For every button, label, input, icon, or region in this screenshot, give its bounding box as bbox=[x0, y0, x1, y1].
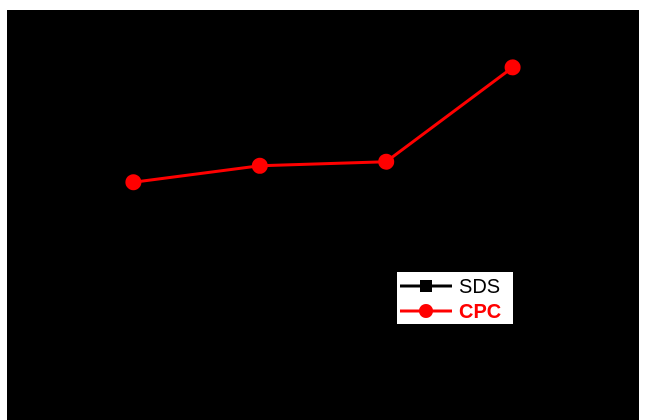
data-point-cpc-1 bbox=[125, 174, 142, 191]
data-point-cpc-2 bbox=[251, 157, 268, 174]
data-point-cpc-4 bbox=[504, 59, 521, 76]
legend: SDS CPC bbox=[397, 272, 513, 324]
legend-marker-cpc bbox=[419, 304, 433, 318]
plot-background bbox=[7, 10, 639, 420]
data-point-cpc-3 bbox=[378, 153, 395, 170]
legend-entries: SDS CPC bbox=[400, 276, 501, 323]
series-line-cpc bbox=[133, 66, 514, 184]
legend-marker-sds bbox=[420, 280, 432, 292]
legend-box bbox=[397, 272, 513, 324]
series-layer bbox=[125, 59, 521, 191]
legend-label-sds: SDS bbox=[459, 276, 500, 298]
legend-label-cpc: CPC bbox=[459, 301, 501, 323]
